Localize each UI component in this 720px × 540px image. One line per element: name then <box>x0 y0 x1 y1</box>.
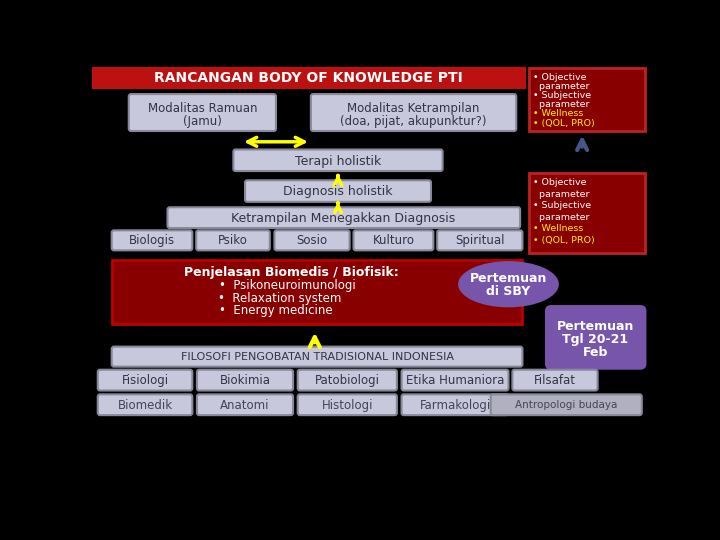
Text: •  Psikoneuroimunologi: • Psikoneuroimunologi <box>220 279 356 292</box>
Ellipse shape <box>458 261 559 307</box>
Text: Tgl 20-21: Tgl 20-21 <box>562 333 629 346</box>
FancyBboxPatch shape <box>98 394 192 415</box>
Text: Biokimia: Biokimia <box>220 374 271 387</box>
Text: Modalitas Ramuan: Modalitas Ramuan <box>148 102 257 115</box>
Text: Penjelasan Biomedis / Biofisik:: Penjelasan Biomedis / Biofisik: <box>184 266 399 279</box>
Bar <box>529 68 645 131</box>
Text: Histologi: Histologi <box>322 399 373 411</box>
Text: Spiritual: Spiritual <box>455 234 505 247</box>
Text: Terapi holistik: Terapi holistik <box>295 154 381 167</box>
Text: Modalitas Ketrampilan: Modalitas Ketrampilan <box>347 102 480 115</box>
Text: Diagnosis holistik: Diagnosis holistik <box>283 185 392 198</box>
FancyBboxPatch shape <box>168 207 520 228</box>
FancyBboxPatch shape <box>490 394 642 415</box>
Text: • Subjective: • Subjective <box>533 201 590 210</box>
Text: di SBY: di SBY <box>487 286 531 299</box>
Text: Anatomi: Anatomi <box>220 399 270 411</box>
FancyBboxPatch shape <box>112 231 192 251</box>
FancyBboxPatch shape <box>513 370 598 390</box>
Text: Biomedik: Biomedik <box>117 399 173 411</box>
FancyBboxPatch shape <box>98 370 192 390</box>
FancyBboxPatch shape <box>196 231 270 251</box>
FancyBboxPatch shape <box>297 370 397 390</box>
Text: Feb: Feb <box>582 346 608 359</box>
Text: Fisiologi: Fisiologi <box>122 374 168 387</box>
Text: (Jamu): (Jamu) <box>183 114 222 127</box>
Text: • Subjective: • Subjective <box>533 91 590 100</box>
FancyBboxPatch shape <box>354 231 433 251</box>
Bar <box>112 260 523 323</box>
Text: Psiko: Psiko <box>218 234 248 247</box>
FancyBboxPatch shape <box>129 94 276 131</box>
Text: RANCANGAN BODY OF KNOWLEDGE PTI: RANCANGAN BODY OF KNOWLEDGE PTI <box>154 71 463 85</box>
Text: Biologis: Biologis <box>129 234 175 247</box>
Bar <box>529 173 645 253</box>
Text: Patobiologi: Patobiologi <box>315 374 380 387</box>
Text: • Objective: • Objective <box>533 72 586 82</box>
Text: parameter: parameter <box>533 213 589 221</box>
Text: Pertemuan: Pertemuan <box>470 272 547 285</box>
Text: • Objective: • Objective <box>533 178 586 187</box>
Text: parameter: parameter <box>533 190 589 199</box>
Text: •  Relaxation system: • Relaxation system <box>218 292 341 305</box>
Text: •  Energy medicine: • Energy medicine <box>219 304 333 317</box>
FancyBboxPatch shape <box>402 394 508 415</box>
Text: Ketrampilan Menegakkan Diagnosis: Ketrampilan Menegakkan Diagnosis <box>231 212 456 225</box>
FancyBboxPatch shape <box>274 231 350 251</box>
FancyBboxPatch shape <box>245 180 431 202</box>
Bar <box>93 68 525 88</box>
Text: parameter: parameter <box>533 82 589 91</box>
Text: (doa, pijat, akupunktur?): (doa, pijat, akupunktur?) <box>340 114 487 127</box>
Text: Farmakologi: Farmakologi <box>419 399 490 411</box>
Text: • (QOL, PRO): • (QOL, PRO) <box>533 236 594 245</box>
FancyBboxPatch shape <box>297 394 397 415</box>
FancyBboxPatch shape <box>437 231 523 251</box>
Text: • (QOL, PRO): • (QOL, PRO) <box>533 119 594 127</box>
Text: FILOSOFI PENGOBATAN TRADISIONAL INDONESIA: FILOSOFI PENGOBATAN TRADISIONAL INDONESI… <box>181 352 454 362</box>
FancyBboxPatch shape <box>402 370 508 390</box>
Text: • Wellness: • Wellness <box>533 224 583 233</box>
Text: Kulturo: Kulturo <box>372 234 415 247</box>
Text: Etika Humaniora: Etika Humaniora <box>406 374 504 387</box>
Text: Antropologi budaya: Antropologi budaya <box>515 400 618 410</box>
FancyBboxPatch shape <box>545 305 647 370</box>
Text: parameter: parameter <box>533 100 589 109</box>
FancyBboxPatch shape <box>112 347 523 367</box>
Text: Pertemuan: Pertemuan <box>557 320 634 333</box>
FancyBboxPatch shape <box>233 150 443 171</box>
FancyBboxPatch shape <box>197 370 293 390</box>
FancyBboxPatch shape <box>311 94 516 131</box>
Text: Sosio: Sosio <box>297 234 328 247</box>
Text: • Wellness: • Wellness <box>533 110 583 118</box>
Text: Filsafat: Filsafat <box>534 374 576 387</box>
FancyBboxPatch shape <box>197 394 293 415</box>
